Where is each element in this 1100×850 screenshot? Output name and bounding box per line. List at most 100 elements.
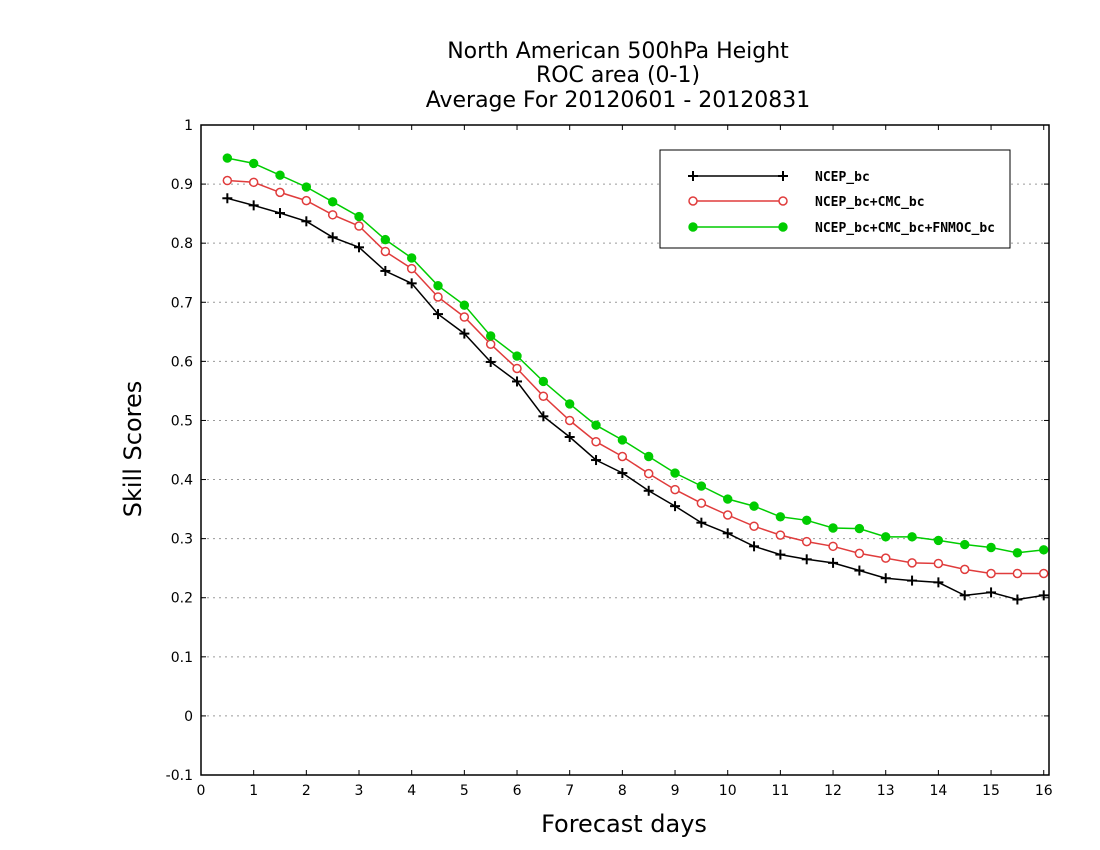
y-tick-label: 0.7 (171, 295, 193, 311)
data-point (775, 549, 786, 560)
data-point (880, 573, 891, 584)
x-tick-label: 3 (355, 783, 364, 799)
data-point (591, 436, 601, 447)
data-point (907, 575, 918, 586)
legend-label: NCEP_bc+CMC_bc (815, 195, 925, 210)
legend-marker (688, 171, 698, 181)
x-tick-label: 5 (460, 783, 469, 799)
legend-box (659, 149, 1011, 249)
y-tick-label: 1 (184, 118, 193, 134)
x-tick-label: 7 (565, 783, 574, 799)
data-point (275, 170, 285, 180)
data-point (512, 351, 522, 361)
data-point (538, 411, 549, 422)
x-tick-label: 10 (719, 783, 737, 799)
data-point (828, 523, 838, 533)
data-point (538, 376, 549, 387)
y-tick-label: 0.8 (171, 236, 193, 252)
x-tick-label: 15 (982, 783, 1000, 799)
data-point (512, 363, 522, 374)
data-point (275, 187, 285, 198)
legend-marker (778, 196, 788, 206)
data-point (433, 309, 444, 320)
data-point (696, 498, 707, 508)
data-point (354, 221, 364, 231)
data-point (670, 468, 680, 478)
x-tick-label: 6 (513, 783, 522, 799)
data-point (433, 281, 443, 291)
data-point (880, 553, 891, 563)
data-point (433, 292, 443, 302)
data-point (538, 391, 549, 401)
data-point (722, 528, 733, 539)
data-point (380, 246, 391, 257)
y-tick-label: 0.4 (171, 473, 193, 489)
y-tick-label: 0.2 (171, 591, 193, 607)
data-point (801, 554, 812, 565)
data-point (986, 568, 996, 579)
data-point (749, 501, 759, 511)
y-tick-label: 0.5 (171, 413, 193, 429)
series-layer (222, 153, 1049, 605)
data-point (591, 455, 602, 466)
data-point (459, 312, 470, 322)
series-line-1 (227, 197, 1044, 601)
data-point (222, 175, 233, 186)
data-point (959, 590, 970, 601)
x-tick-label: 11 (771, 783, 789, 799)
data-point (933, 558, 944, 569)
data-point (301, 216, 312, 227)
data-point (1012, 548, 1023, 558)
data-point (564, 399, 575, 409)
data-point (1038, 590, 1049, 601)
data-point (617, 468, 628, 479)
data-point (406, 253, 417, 263)
data-point (354, 242, 365, 253)
tick-layer: -0.100.10.20.30.40.50.60.70.80.910 1 2 3 4 5 6… (166, 118, 1053, 799)
data-point (959, 564, 970, 575)
x-tick-label: 12 (824, 783, 842, 799)
data-point (485, 356, 496, 367)
chart-title-line-3: Average For 20120601 - 20120831 (426, 88, 811, 113)
y-tick-label: 0.3 (171, 532, 193, 548)
data-point (1038, 568, 1049, 579)
data-point (960, 539, 970, 550)
data-point (775, 512, 786, 522)
data-point (485, 339, 496, 349)
data-point (301, 195, 312, 206)
data-point (591, 420, 601, 430)
data-point (986, 587, 997, 598)
data-point (801, 536, 812, 547)
data-point (907, 532, 917, 542)
data-point (380, 234, 391, 245)
x-tick-label: 16 (1035, 783, 1053, 799)
data-point (327, 197, 338, 207)
y-tick-label: -0.1 (166, 768, 193, 784)
legend: NCEP_bc NCEP_bc+CMC_bc NCEP_bc+CMC_bc+FNMO… (659, 149, 1011, 249)
legend-entries: NCEP_bc NCEP_bc+CMC_bc NCEP_bc+CMC_bc+FNMO… (688, 170, 995, 236)
data-point (881, 532, 891, 542)
x-tick-label: 0 (197, 783, 206, 799)
data-point (275, 208, 286, 219)
data-point (722, 510, 733, 520)
x-tick-label: 8 (618, 783, 627, 799)
data-point (933, 535, 944, 546)
data-point (670, 484, 680, 495)
data-point (564, 432, 575, 442)
data-point (301, 182, 312, 192)
data-point (248, 158, 259, 169)
data-point (696, 481, 707, 491)
data-point (986, 542, 996, 553)
data-point (485, 331, 496, 341)
data-point (828, 541, 838, 552)
legend-marker (778, 171, 788, 181)
x-tick-label: 2 (302, 783, 311, 799)
x-tick-label: 14 (929, 783, 947, 799)
data-point (854, 548, 865, 559)
data-point (354, 211, 364, 222)
data-point (248, 177, 259, 188)
legend-marker (688, 222, 698, 232)
y-axis-label: Skill Scores (119, 381, 147, 518)
data-point (327, 210, 338, 220)
